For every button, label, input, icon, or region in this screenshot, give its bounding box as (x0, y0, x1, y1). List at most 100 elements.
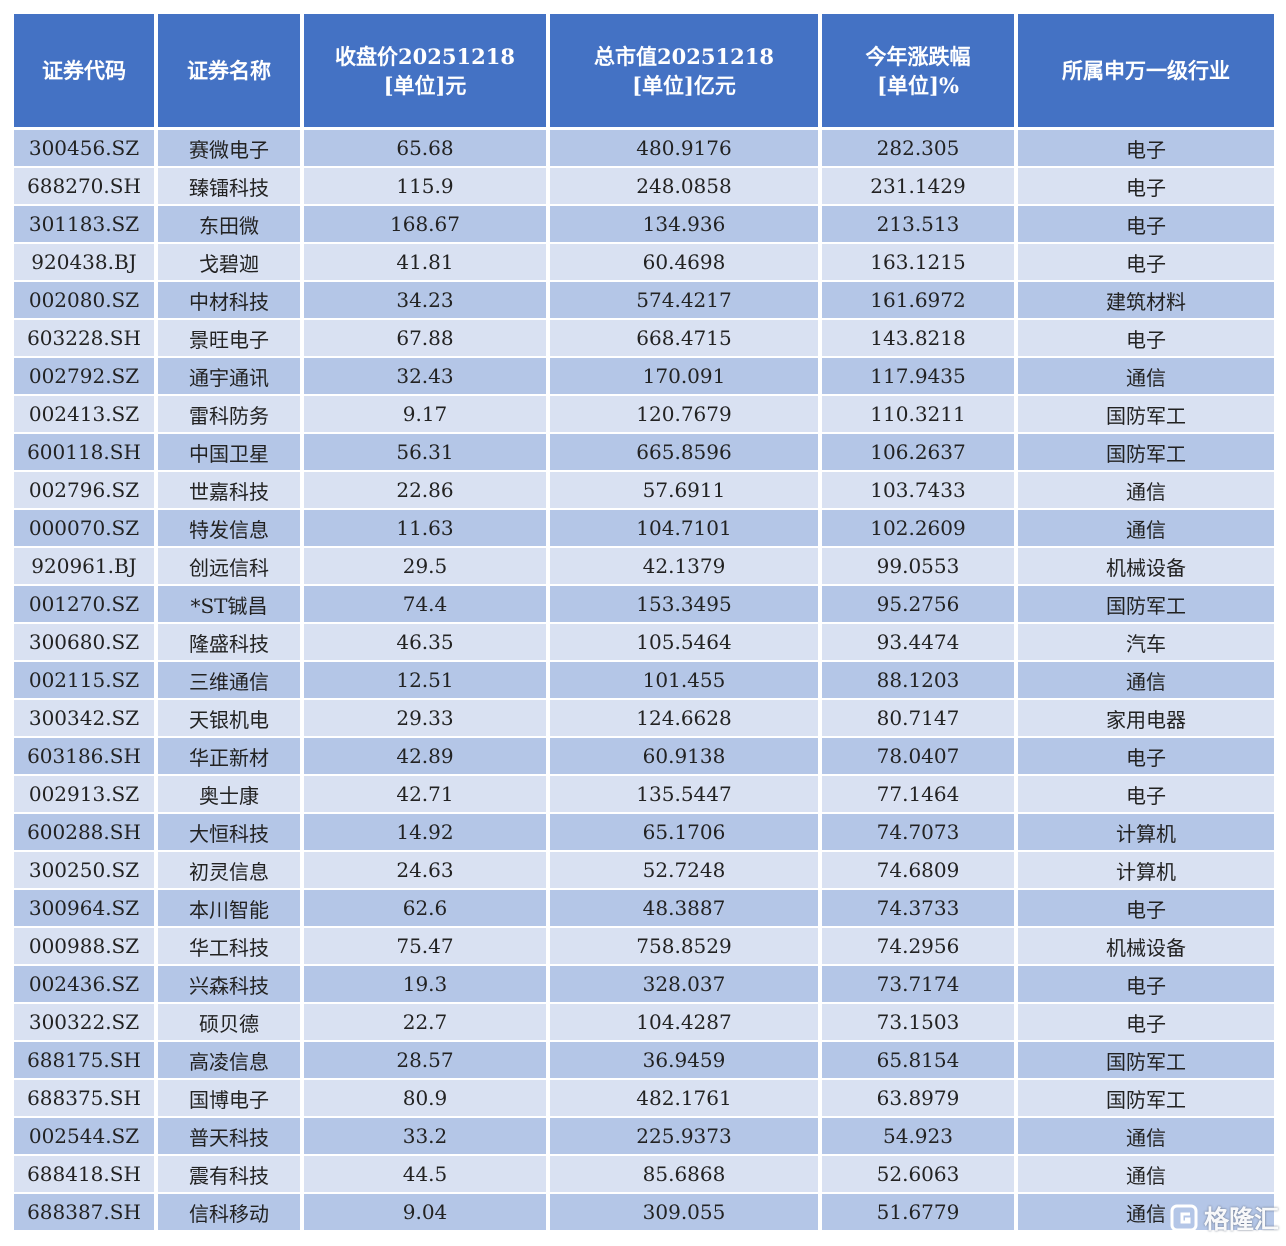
cell-ytd-change: 54.923 (822, 1118, 1018, 1156)
cell-industry: 国防军工 (1018, 434, 1274, 472)
cell-industry: 机械设备 (1018, 928, 1274, 966)
cell-ytd-change: 73.7174 (822, 966, 1018, 1004)
cell-market-cap: 101.455 (550, 662, 822, 700)
table-row: 002436.SZ 兴森科技 19.3 328.037 73.7174 电子 (14, 966, 1274, 1004)
table-row: 300322.SZ 硕贝德 22.7 104.4287 73.1503 电子 (14, 1004, 1274, 1042)
table-row: 002792.SZ 通宇通讯 32.43 170.091 117.9435 通信 (14, 358, 1274, 396)
cell-industry: 汽车 (1018, 624, 1274, 662)
cell-industry: 建筑材料 (1018, 282, 1274, 320)
cell-code: 000070.SZ (14, 510, 158, 548)
table-row: 002913.SZ 奥士康 42.71 135.5447 77.1464 电子 (14, 776, 1274, 814)
cell-market-cap: 104.4287 (550, 1004, 822, 1042)
cell-industry: 通信 (1018, 1194, 1274, 1232)
cell-name: 特发信息 (158, 510, 304, 548)
cell-industry: 国防军工 (1018, 1042, 1274, 1080)
cell-code: 300342.SZ (14, 700, 158, 738)
cell-ytd-change: 78.0407 (822, 738, 1018, 776)
cell-ytd-change: 74.7073 (822, 814, 1018, 852)
cell-industry: 电子 (1018, 1004, 1274, 1042)
cell-market-cap: 57.6911 (550, 472, 822, 510)
cell-code: 301183.SZ (14, 206, 158, 244)
cell-industry: 通信 (1018, 662, 1274, 700)
cell-name: 通宇通讯 (158, 358, 304, 396)
header-line: 证券代码 (42, 58, 126, 83)
cell-code: 002080.SZ (14, 282, 158, 320)
cell-code: 002544.SZ (14, 1118, 158, 1156)
cell-industry: 电子 (1018, 206, 1274, 244)
watermark: 格隆汇 (1170, 1197, 1282, 1239)
cell-close-price: 62.6 (304, 890, 550, 928)
cell-ytd-change: 74.2956 (822, 928, 1018, 966)
cell-close-price: 80.9 (304, 1080, 550, 1118)
table-row: 002080.SZ 中材科技 34.23 574.4217 161.6972 建筑材料 (14, 282, 1274, 320)
cell-close-price: 24.63 (304, 852, 550, 890)
cell-market-cap: 153.3495 (550, 586, 822, 624)
cell-name: 华正新材 (158, 738, 304, 776)
cell-close-price: 28.57 (304, 1042, 550, 1080)
table-row: 000070.SZ 特发信息 11.63 104.7101 102.2609 通信 (14, 510, 1274, 548)
cell-name: 初灵信息 (158, 852, 304, 890)
cell-close-price: 11.63 (304, 510, 550, 548)
cell-close-price: 9.17 (304, 396, 550, 434)
cell-market-cap: 60.9138 (550, 738, 822, 776)
cell-close-price: 42.71 (304, 776, 550, 814)
cell-name: 创远信科 (158, 548, 304, 586)
table-row: 301183.SZ 东田微 168.67 134.936 213.513 电子 (14, 206, 1274, 244)
cell-code: 000988.SZ (14, 928, 158, 966)
cell-code: 002796.SZ (14, 472, 158, 510)
cell-close-price: 41.81 (304, 244, 550, 282)
cell-ytd-change: 95.2756 (822, 586, 1018, 624)
cell-name: 高凌信息 (158, 1042, 304, 1080)
cell-ytd-change: 93.4474 (822, 624, 1018, 662)
cell-industry: 国防军工 (1018, 396, 1274, 434)
header-line: 收盘价20251218 (335, 43, 515, 69)
header-close-price: 收盘价20251218 [单位]元 (304, 14, 550, 130)
cell-market-cap: 248.0858 (550, 168, 822, 206)
cell-market-cap: 104.7101 (550, 510, 822, 548)
cell-close-price: 42.89 (304, 738, 550, 776)
cell-name: *ST铖昌 (158, 586, 304, 624)
table-row: 688418.SH 震有科技 44.5 85.6868 52.6063 通信 (14, 1156, 1274, 1194)
header-line: [单位]元 (383, 72, 467, 98)
gelonghui-logo-icon (1170, 1204, 1198, 1232)
table-row: 920438.BJ 戈碧迦 41.81 60.4698 163.1215 电子 (14, 244, 1274, 282)
cell-market-cap: 225.9373 (550, 1118, 822, 1156)
table-row: 300342.SZ 天银机电 29.33 124.6628 80.7147 家用电器 (14, 700, 1274, 738)
cell-ytd-change: 110.3211 (822, 396, 1018, 434)
cell-market-cap: 574.4217 (550, 282, 822, 320)
cell-code: 002913.SZ (14, 776, 158, 814)
cell-industry: 通信 (1018, 1118, 1274, 1156)
cell-ytd-change: 163.1215 (822, 244, 1018, 282)
cell-name: 本川智能 (158, 890, 304, 928)
cell-ytd-change: 88.1203 (822, 662, 1018, 700)
cell-market-cap: 758.8529 (550, 928, 822, 966)
cell-ytd-change: 161.6972 (822, 282, 1018, 320)
table-row: 300250.SZ 初灵信息 24.63 52.7248 74.6809 计算机 (14, 852, 1274, 890)
cell-close-price: 115.9 (304, 168, 550, 206)
cell-ytd-change: 99.0553 (822, 548, 1018, 586)
cell-ytd-change: 73.1503 (822, 1004, 1018, 1042)
table-row: 688375.SH 国博电子 80.9 482.1761 63.8979 国防军工 (14, 1080, 1274, 1118)
cell-code: 300680.SZ (14, 624, 158, 662)
table-row: 300456.SZ 赛微电子 65.68 480.9176 282.305 电子 (14, 130, 1274, 168)
cell-ytd-change: 106.2637 (822, 434, 1018, 472)
table-row: 300680.SZ 隆盛科技 46.35 105.5464 93.4474 汽车 (14, 624, 1274, 662)
watermark-text: 格隆汇 (1204, 1205, 1280, 1234)
table-row: 002544.SZ 普天科技 33.2 225.9373 54.923 通信 (14, 1118, 1274, 1156)
cell-market-cap: 85.6868 (550, 1156, 822, 1194)
cell-industry: 通信 (1018, 1156, 1274, 1194)
cell-industry: 计算机 (1018, 852, 1274, 890)
cell-code: 688175.SH (14, 1042, 158, 1080)
cell-close-price: 9.04 (304, 1194, 550, 1232)
cell-name: 中国卫星 (158, 434, 304, 472)
header-industry: 所属申万一级行业 (1018, 14, 1274, 130)
cell-industry: 通信 (1018, 472, 1274, 510)
cell-code: 688375.SH (14, 1080, 158, 1118)
cell-name: 臻镭科技 (158, 168, 304, 206)
cell-name: 三维通信 (158, 662, 304, 700)
cell-ytd-change: 51.6779 (822, 1194, 1018, 1232)
cell-code: 688270.SH (14, 168, 158, 206)
cell-name: 东田微 (158, 206, 304, 244)
cell-code: 688387.SH (14, 1194, 158, 1232)
table-row: 001270.SZ *ST铖昌 74.4 153.3495 95.2756 国防军工 (14, 586, 1274, 624)
